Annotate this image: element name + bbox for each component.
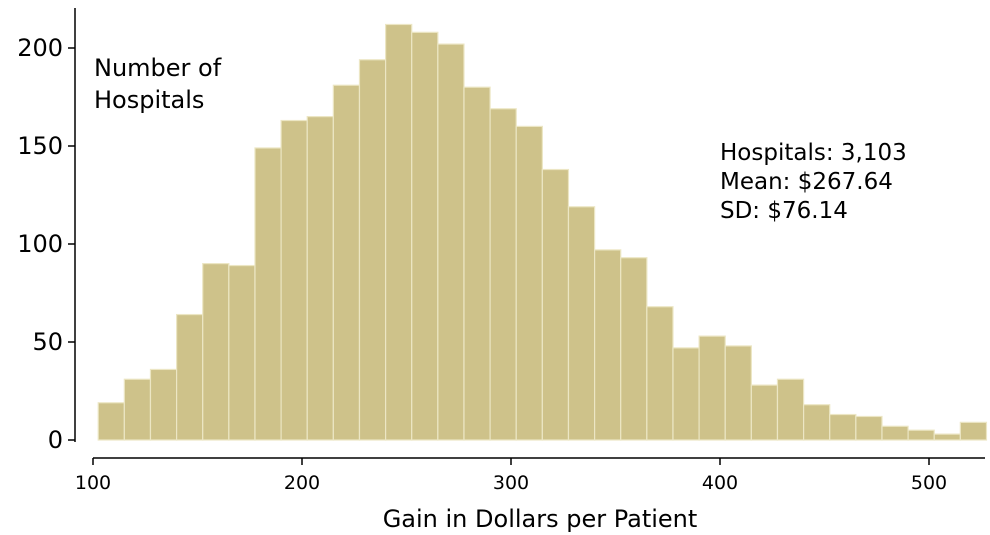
x-axis-title: Gain in Dollars per Patient xyxy=(383,505,698,533)
y-tick-label: 100 xyxy=(17,230,63,258)
histogram-bar xyxy=(933,433,961,441)
histogram-bar xyxy=(358,59,387,441)
histogram-bar xyxy=(332,84,361,441)
histogram-bar xyxy=(907,429,935,441)
histogram-bar xyxy=(802,404,831,441)
histogram-bar xyxy=(489,108,517,441)
x-tick-label: 200 xyxy=(284,472,320,494)
histogram-bar xyxy=(698,335,726,441)
histogram-bar xyxy=(97,402,125,441)
histogram-bar xyxy=(750,384,779,441)
histogram-bar xyxy=(123,378,152,441)
y-tick-label: 150 xyxy=(17,132,63,160)
histogram-bar xyxy=(176,313,204,441)
x-tick-label: 500 xyxy=(911,472,947,494)
annotation-hospitals: Hospitals: 3,103 xyxy=(720,140,907,166)
histogram-bar xyxy=(829,413,857,441)
histogram-bar xyxy=(646,306,674,441)
histogram-bar xyxy=(149,368,178,441)
histogram-bar xyxy=(463,86,491,441)
annotation-mean: Mean: $267.64 xyxy=(720,169,893,195)
histogram-bar xyxy=(280,119,308,441)
histogram-bar xyxy=(411,31,439,441)
histogram-bar xyxy=(855,415,883,441)
histogram-bar xyxy=(515,125,543,441)
histogram-bar xyxy=(306,115,334,441)
histogram-bar xyxy=(672,347,700,441)
y-ticks: 0 50 100 150 200 xyxy=(17,34,75,454)
histogram-bar xyxy=(228,264,256,441)
y-tick-label: 200 xyxy=(17,34,63,62)
histogram-bar xyxy=(202,263,230,441)
histogram-bar xyxy=(620,257,648,441)
histogram-bar xyxy=(254,147,282,441)
y-tick-label: 0 xyxy=(48,426,63,454)
x-ticks: 100 200 300 400 500 xyxy=(75,458,947,494)
histogram-bar xyxy=(776,378,805,441)
annotation-sd: SD: $76.14 xyxy=(720,198,848,224)
histogram-bar xyxy=(385,23,413,441)
histogram-bar xyxy=(959,421,988,441)
histogram-bar xyxy=(567,206,596,441)
x-tick-label: 300 xyxy=(493,472,529,494)
bars-group xyxy=(97,23,988,441)
y-axis-title-line-1: Number of xyxy=(94,54,222,82)
histogram-bar xyxy=(724,345,752,441)
histogram-bar xyxy=(881,425,909,441)
y-axis-title-line-2: Hospitals xyxy=(94,86,204,114)
y-tick-label: 50 xyxy=(32,328,63,356)
x-tick-label: 100 xyxy=(75,472,111,494)
histogram-bar xyxy=(437,43,465,441)
histogram-bar xyxy=(541,168,570,441)
histogram-bar xyxy=(593,249,622,441)
x-tick-label: 400 xyxy=(702,472,738,494)
